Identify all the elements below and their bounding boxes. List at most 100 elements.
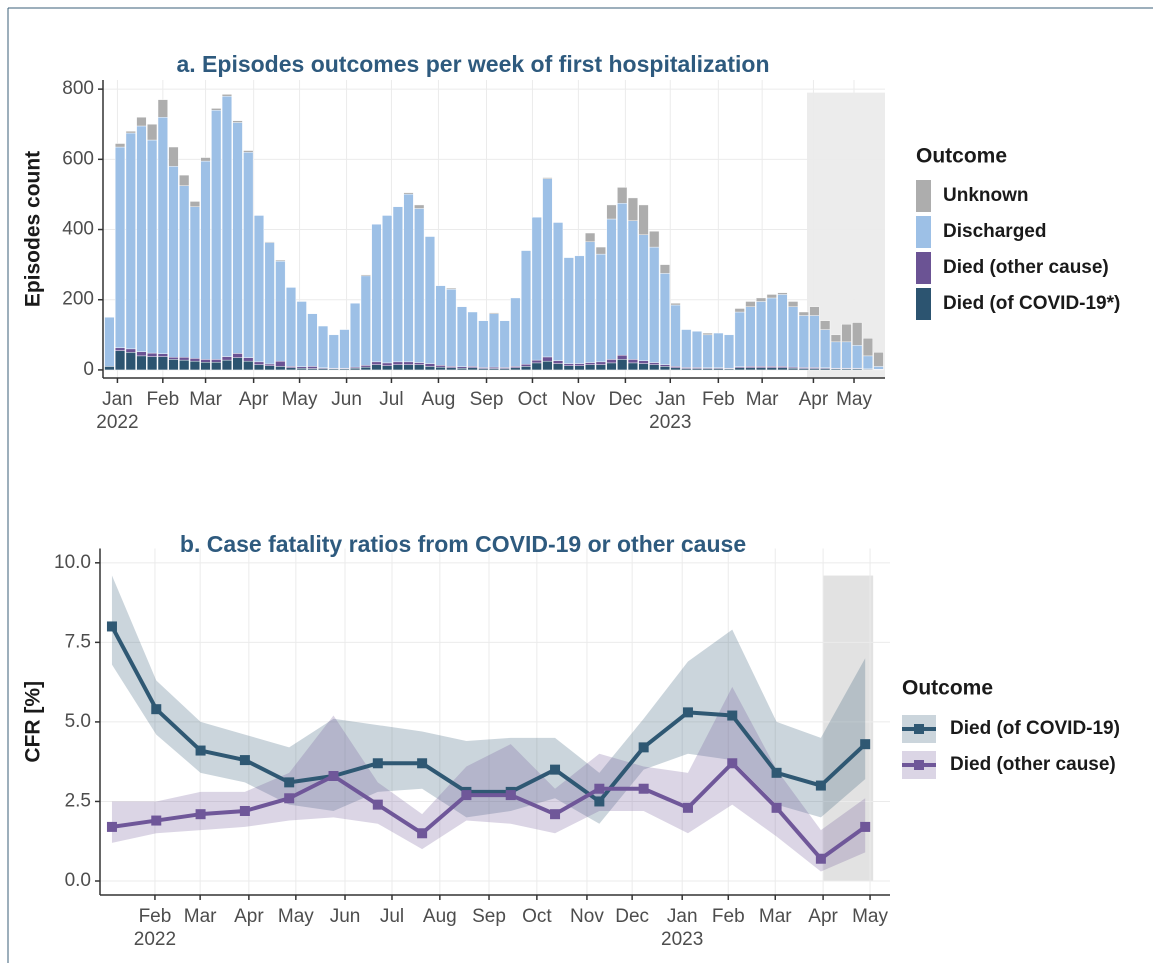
bar-segment — [221, 95, 232, 357]
bar-segment — [862, 355, 873, 370]
bar-segment — [275, 260, 286, 362]
bar-segment — [670, 304, 681, 367]
bar-segment — [232, 122, 243, 354]
bar-segment — [852, 322, 863, 346]
bar-segment — [435, 285, 446, 366]
bar-segment — [243, 150, 254, 153]
legend-title: Outcome — [916, 145, 1007, 168]
bar-segment — [820, 329, 831, 369]
bar-segment — [585, 232, 596, 243]
bar-segment — [189, 201, 200, 207]
point — [372, 758, 383, 769]
point — [239, 806, 250, 816]
bar-segment — [478, 320, 489, 368]
bar-segment — [243, 360, 254, 371]
point — [550, 764, 561, 775]
bar-segment — [734, 311, 745, 367]
bar-segment — [724, 334, 735, 369]
bar-segment — [360, 275, 371, 366]
bar-segment — [360, 365, 371, 368]
point — [195, 809, 206, 820]
legend-key — [916, 180, 931, 212]
point — [594, 783, 605, 794]
bar-segment — [264, 241, 275, 243]
bar-segment — [830, 341, 841, 369]
bar-segment — [157, 353, 168, 357]
confidence-band — [111, 575, 866, 824]
bar-segment — [275, 366, 286, 371]
bar-segment — [659, 273, 670, 365]
bar-segment — [414, 204, 425, 209]
point — [505, 790, 516, 801]
bar-segment — [200, 157, 211, 162]
point — [106, 821, 117, 832]
bar-segment — [713, 332, 724, 369]
bar-segment — [115, 146, 126, 349]
legend-label: Discharged — [943, 221, 1046, 242]
bar-segment — [531, 217, 542, 361]
bar-segment — [809, 306, 820, 316]
bar-segment — [521, 250, 532, 365]
x-tick-label: Oct — [518, 389, 548, 410]
x-year-label: 2023 — [661, 929, 703, 950]
bar-segment — [756, 297, 767, 302]
x-tick-label: Oct — [522, 906, 552, 927]
bar-segment — [200, 362, 211, 371]
bar-segment — [414, 364, 425, 371]
point — [372, 799, 383, 810]
y-tick-label: 600 — [62, 148, 94, 169]
bar-segment — [563, 363, 574, 366]
bar-segment — [585, 362, 596, 365]
bar-segment — [168, 146, 179, 167]
bar-segment — [777, 292, 788, 295]
legend-key — [916, 216, 931, 248]
y-tick-label: 200 — [62, 289, 94, 310]
bar-segment — [542, 360, 553, 371]
bar-segment — [478, 368, 489, 371]
bar-segment — [392, 361, 403, 365]
bar-segment — [574, 255, 585, 364]
bar-segment — [649, 362, 660, 365]
bar-segment — [200, 359, 211, 363]
bar-segment — [403, 364, 414, 371]
bar-segment — [852, 345, 863, 369]
bar-segment — [264, 363, 275, 366]
bar-segment — [488, 368, 500, 371]
bar-segment — [360, 274, 371, 277]
x-tick-label: Mar — [746, 389, 779, 410]
bar-segment — [243, 357, 254, 362]
x-tick-label: Aug — [422, 389, 456, 410]
bar-segment — [296, 366, 307, 369]
bar-segment — [627, 197, 638, 221]
bar-segment — [211, 108, 222, 111]
bar-segment — [713, 368, 724, 371]
x-tick-label: May — [836, 389, 872, 410]
bar-segment — [446, 367, 457, 371]
bar-segment — [424, 363, 435, 367]
bar-segment — [659, 364, 670, 367]
bar-segment — [510, 297, 521, 367]
bar-segment — [595, 364, 606, 371]
x-tick-label: Mar — [189, 389, 222, 410]
bar-segment — [542, 178, 553, 358]
point — [550, 809, 561, 820]
bar-segment — [681, 329, 692, 368]
bar-segment — [542, 356, 553, 362]
legend-label: Died (other cause) — [950, 754, 1116, 775]
bar-segment — [446, 287, 457, 290]
x-tick-label: Feb — [702, 389, 735, 410]
x-year-label: 2022 — [134, 929, 176, 950]
point — [106, 621, 117, 632]
bar-segment — [574, 365, 585, 371]
bar-segment — [595, 361, 606, 365]
bar-segment — [243, 152, 254, 358]
x-year-label: 2022 — [96, 412, 138, 433]
x-tick-label: Feb — [712, 906, 745, 927]
bar-segment — [189, 360, 200, 371]
bar-segment — [702, 368, 713, 371]
bar-segment — [606, 218, 617, 360]
bar-segment — [371, 224, 382, 363]
point — [682, 707, 693, 718]
bar-segment — [424, 236, 435, 364]
bar-segment — [147, 352, 158, 357]
